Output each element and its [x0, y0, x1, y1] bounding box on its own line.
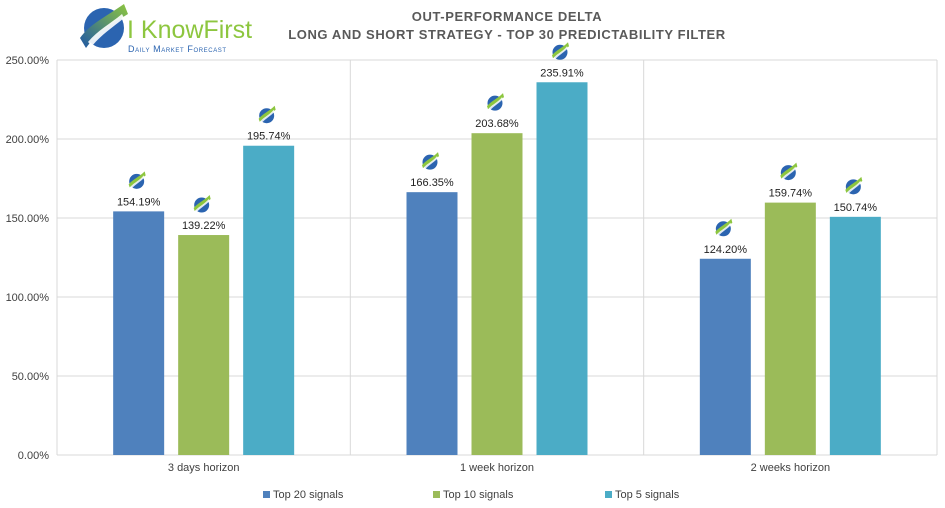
y-tick-label: 100.00% [6, 292, 50, 304]
data-label: 154.19% [117, 196, 161, 208]
legend-label: Top 5 signals [615, 489, 680, 501]
data-label: 139.22% [182, 220, 226, 232]
legend-swatch [605, 491, 612, 498]
knowfirst-logo-icon [780, 162, 798, 181]
data-label: 150.74% [834, 202, 878, 214]
y-tick-label: 150.00% [6, 213, 50, 225]
bar [764, 202, 816, 455]
logo-tagline: Daily Market Forecast [128, 44, 227, 54]
bar [471, 133, 523, 455]
bar [113, 211, 165, 455]
category-label: 1 week horizon [460, 462, 534, 474]
knowfirst-logo-icon [422, 152, 439, 170]
knowfirst-logo-icon [552, 42, 569, 60]
bars [113, 82, 881, 456]
bar [178, 235, 230, 455]
data-labels: 154.19% 139.22% 195.74% 166.35% 203.68% 235.9… [117, 42, 877, 256]
knowfirst-logo-icon [487, 93, 504, 111]
data-label: 203.68% [475, 118, 519, 130]
legend: Top 20 signals Top 10 signals Top 5 signal… [263, 489, 680, 501]
category-label: 2 weeks horizon [751, 462, 831, 474]
legend-label: Top 20 signals [273, 489, 344, 501]
chart-subtitle: LONG AND SHORT STRATEGY - TOP 30 PREDICT… [288, 27, 726, 42]
data-label: 159.74% [769, 188, 813, 200]
knowfirst-logo-icon [258, 105, 276, 124]
y-tick-label: 0.00% [18, 450, 49, 462]
data-label: 195.74% [247, 131, 291, 143]
x-axis: 3 days horizon 1 week horizon 2 weeks hori… [168, 462, 830, 474]
category-label: 3 days horizon [168, 462, 240, 474]
legend-label: Top 10 signals [443, 489, 514, 501]
bar [243, 145, 295, 455]
logo-name: I KnowFirst [127, 16, 252, 44]
knowfirst-logo-icon [715, 218, 733, 237]
knowfirst-logo-icon [193, 195, 211, 213]
chart-title: OUT-PERFORMANCE DELTA [412, 9, 603, 24]
data-label: 124.20% [704, 244, 748, 256]
y-axis: 0.00% 50.00% 100.00% 150.00% 200.00% 250.00% [6, 55, 50, 462]
legend-swatch [433, 491, 440, 498]
bar [699, 258, 751, 455]
y-tick-label: 200.00% [6, 134, 50, 146]
y-tick-label: 50.00% [12, 371, 50, 383]
bar [406, 192, 458, 456]
bar [829, 216, 881, 455]
knowfirst-logo-icon [128, 171, 146, 189]
company-logo: I KnowFirst Daily Market Forecast [80, 4, 252, 54]
bar [536, 82, 588, 455]
data-label: 166.35% [410, 177, 454, 189]
data-label: 235.91% [540, 67, 584, 79]
legend-swatch [263, 491, 270, 498]
y-tick-label: 250.00% [6, 55, 50, 67]
knowfirst-logo-icon [845, 176, 863, 195]
logo-icon [80, 4, 128, 48]
